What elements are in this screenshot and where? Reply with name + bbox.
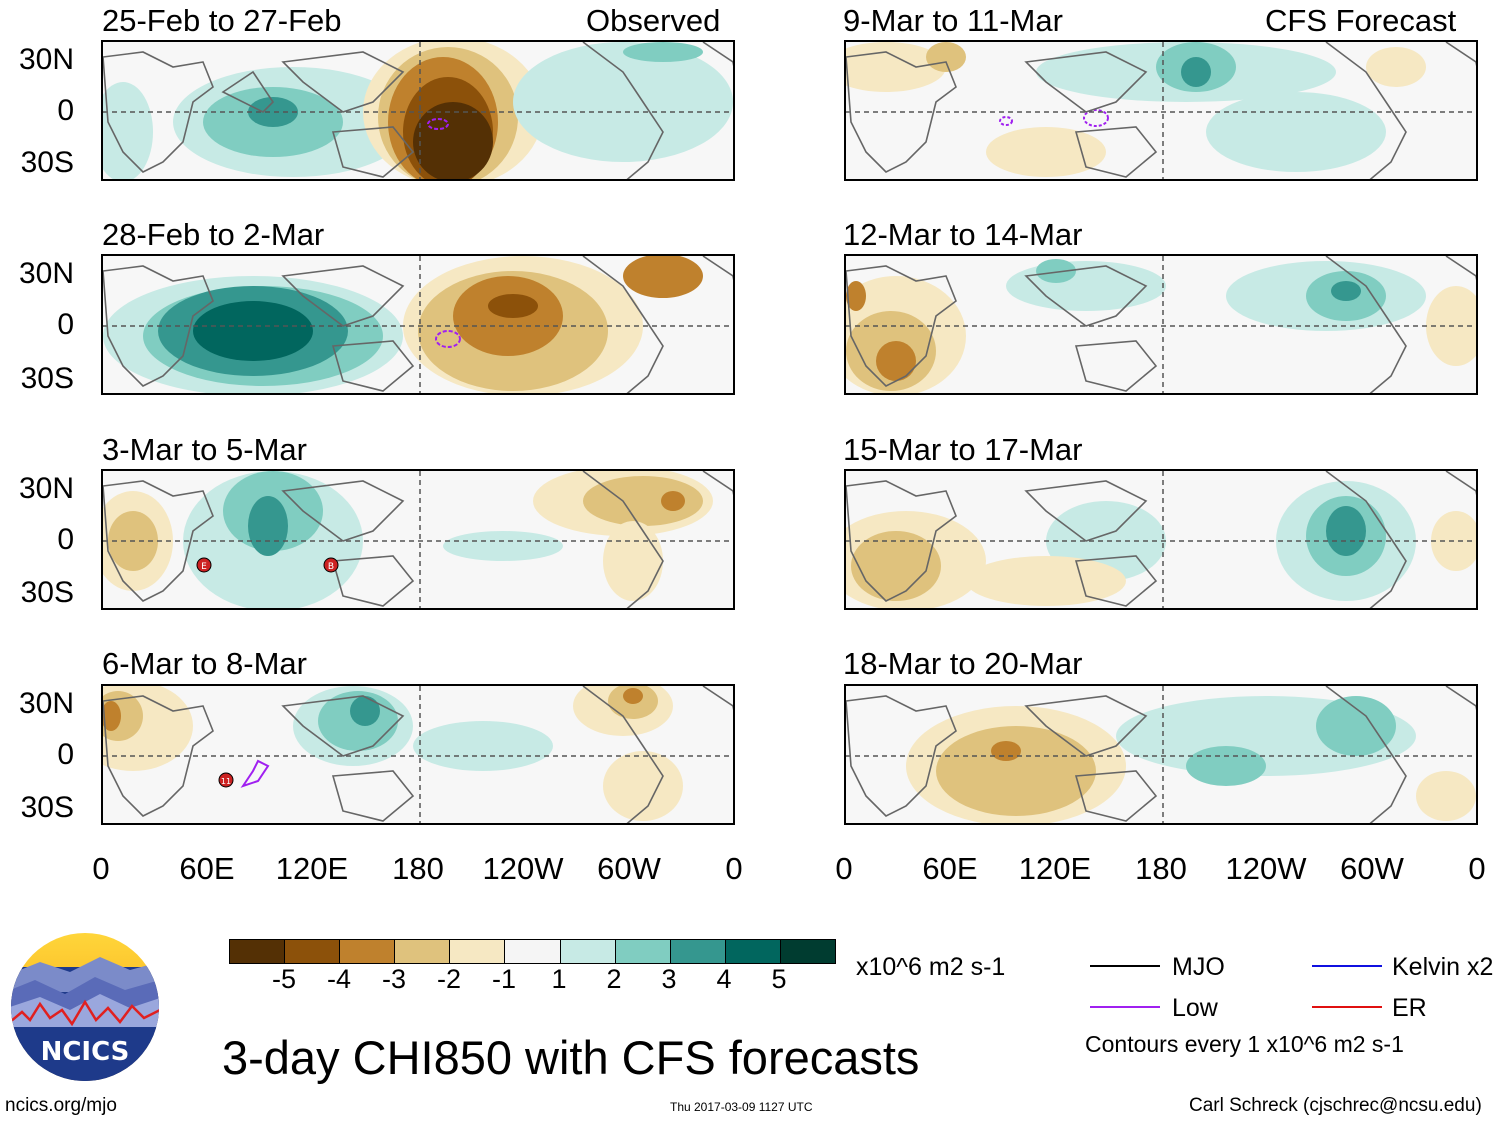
anomaly-map-1: [103, 42, 733, 179]
ytick-30n-row3: 30N: [18, 472, 74, 505]
ytick-30s-row2: 30S: [20, 362, 74, 395]
colorbar-swatch: [560, 940, 616, 963]
panel-title-8: 18-Mar to 20-Mar: [843, 646, 1083, 681]
storm-marker-11: 11: [218, 772, 234, 788]
colorbar-label: 2: [606, 964, 622, 994]
legend-kelvin-label: Kelvin x2: [1392, 953, 1494, 981]
panel-title-4: 6-Mar to 8-Mar: [102, 646, 307, 681]
legend-kelvin-line: [1312, 965, 1382, 967]
colorbar-swatch: [285, 940, 341, 963]
panel-title-6: 12-Mar to 14-Mar: [843, 217, 1083, 252]
colorbar-swatch: [340, 940, 396, 963]
colorbar-label: -5: [271, 964, 297, 994]
map-panel-1: [101, 40, 735, 181]
legend-er-line: [1312, 1006, 1382, 1008]
colorbar-label: -3: [381, 964, 407, 994]
storm-marker-b: B: [323, 557, 339, 573]
storm-marker-e: E: [196, 557, 212, 573]
legend-er-label: ER: [1392, 994, 1427, 1022]
xtick-right-60e: 60E: [922, 851, 978, 886]
svg-text:11: 11: [221, 777, 231, 786]
anomaly-map-2: [103, 256, 733, 393]
panel-title-7: 15-Mar to 17-Mar: [843, 432, 1083, 467]
anomaly-map-5: [846, 42, 1476, 179]
ncics-logo: NCICS: [10, 932, 160, 1082]
main-title: 3-day CHI850 with CFS forecasts: [222, 1031, 920, 1084]
map-panel-6: [844, 254, 1478, 395]
map-panel-8: [844, 684, 1478, 825]
footer-author: Carl Schreck (cjschrec@ncsu.edu): [1189, 1095, 1482, 1116]
anomaly-map-6: [846, 256, 1476, 393]
ytick-30n-row2: 30N: [18, 257, 74, 290]
map-panel-5: [844, 40, 1478, 181]
xtick-right-120w: 120W: [1225, 851, 1307, 886]
xtick-left-0-end: 0: [725, 851, 743, 886]
panel-title-3: 3-Mar to 5-Mar: [102, 432, 307, 467]
xtick-left-180: 180: [392, 851, 444, 886]
colorbar-label: -1: [491, 964, 517, 994]
xtick-left-0: 0: [92, 851, 110, 886]
colorbar-swatch: [505, 940, 561, 963]
colorbar-label: 1: [551, 964, 567, 994]
colorbar-label: 3: [661, 964, 677, 994]
ytick-0-row4: 0: [57, 738, 74, 771]
xtick-left-60e: 60E: [179, 851, 235, 886]
legend-contour-note: Contours every 1 x10^6 m2 s-1: [1085, 1031, 1404, 1057]
ytick-30s-row3: 30S: [20, 576, 74, 609]
colorbar-swatch: [780, 940, 836, 963]
legend-mjo-line: [1090, 965, 1160, 967]
ytick-30n-row4: 30N: [18, 687, 74, 720]
xtick-right-180: 180: [1135, 851, 1187, 886]
legend-low-line: [1090, 1006, 1160, 1008]
xtick-left-60w: 60W: [597, 851, 661, 886]
colorbar-label: 4: [716, 964, 732, 994]
panel-title-2: 28-Feb to 2-Mar: [102, 217, 325, 252]
xtick-right-0: 0: [835, 851, 853, 886]
colorbar-swatch: [450, 940, 506, 963]
map-panel-3: E B: [101, 469, 735, 610]
xtick-right-0-end: 0: [1468, 851, 1486, 886]
ytick-0-row3: 0: [57, 523, 74, 556]
ytick-0-row2: 0: [57, 308, 74, 341]
anomaly-map-7: [846, 471, 1476, 608]
anomaly-map-8: [846, 686, 1476, 823]
ytick-30s-row4: 30S: [20, 791, 74, 824]
svg-text:NCICS: NCICS: [41, 1037, 130, 1067]
colorbar-swatch: [725, 940, 781, 963]
colorbar-swatch: [615, 940, 671, 963]
panel-tag-observed: Observed: [586, 3, 721, 38]
map-panel-4: 11: [101, 684, 735, 825]
map-panel-7: [844, 469, 1478, 610]
anomaly-map-3: E B: [103, 471, 733, 608]
colorbar-swatch: [670, 940, 726, 963]
anomaly-map-4: 11: [103, 686, 733, 823]
colorbar-swatch: [395, 940, 451, 963]
colorbar: [229, 939, 836, 964]
colorbar-label: -2: [436, 964, 462, 994]
svg-text:E: E: [201, 562, 207, 572]
panel-title-1: 25-Feb to 27-Feb: [102, 3, 342, 38]
ytick-30s-row1: 30S: [20, 146, 74, 179]
legend-low-label: Low: [1172, 994, 1218, 1022]
ytick-30n-row1: 30N: [18, 43, 74, 76]
footer-timestamp: Thu 2017-03-09 1127 UTC: [670, 1100, 813, 1114]
map-panel-2: [101, 254, 735, 395]
footer-url[interactable]: ncics.org/mjo: [5, 1095, 117, 1116]
svg-text:B: B: [328, 562, 334, 572]
panel-title-5: 9-Mar to 11-Mar: [843, 3, 1063, 38]
xtick-right-60w: 60W: [1340, 851, 1404, 886]
colorbar-units: x10^6 m2 s-1: [856, 953, 1006, 981]
xtick-left-120e: 120E: [275, 851, 349, 886]
xtick-left-120w: 120W: [482, 851, 564, 886]
colorbar-label: -4: [326, 964, 352, 994]
colorbar-label: 5: [771, 964, 787, 994]
ytick-0-row1: 0: [57, 94, 74, 127]
xtick-right-120e: 120E: [1018, 851, 1092, 886]
panel-tag-cfs-forecast: CFS Forecast: [1265, 3, 1457, 38]
legend-mjo-label: MJO: [1172, 953, 1225, 981]
colorbar-swatch: [230, 940, 286, 963]
